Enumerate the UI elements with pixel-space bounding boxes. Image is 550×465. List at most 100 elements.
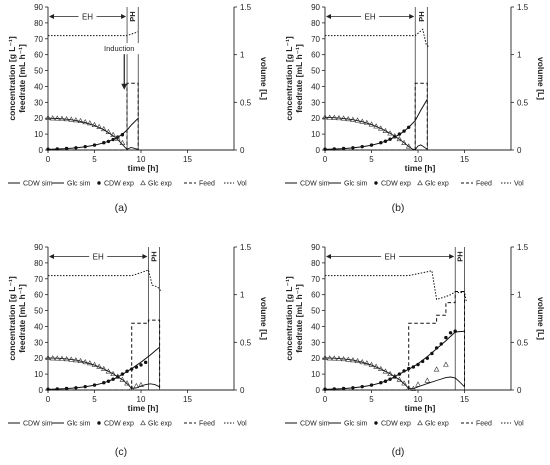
left-tick-label: 60 [311, 291, 320, 300]
legend-label: CDW exp [381, 421, 411, 428]
phase-label-ph: PH [128, 11, 137, 21]
x-tick-label: 5 [369, 395, 374, 404]
vol-line [325, 28, 430, 48]
cdw-exp-point [83, 384, 87, 389]
x-tick-label: 15 [460, 395, 469, 404]
glc-exp-point [49, 115, 56, 121]
phase-arrowhead-right [142, 254, 148, 260]
x-axis-label: time [h] [128, 163, 159, 173]
glc-exp-point [354, 117, 361, 123]
phase-arrowhead-right [409, 14, 415, 20]
legend-label: CDW sim [300, 421, 330, 428]
legend-label: Feed [476, 421, 492, 428]
feed-line [325, 291, 465, 391]
glc-exp-point [336, 355, 342, 361]
glc-exp-point [105, 128, 112, 134]
y-axis-label-left-2: feedrate [mL h⁻¹] [294, 44, 304, 113]
legend-swatch [417, 179, 423, 186]
left-tick-label: 0 [39, 146, 44, 155]
cdw-exp-point [434, 346, 439, 350]
phase-label-bg [89, 250, 108, 262]
glc-exp-point [59, 115, 65, 121]
phase-label-bg [78, 10, 97, 22]
x-tick-label: 0 [323, 395, 328, 404]
legend-swatch [97, 421, 101, 425]
legend-label: CDW exp [381, 181, 411, 188]
cdw-exp-point [92, 143, 97, 147]
legend-label: Feed [476, 181, 492, 188]
panel-label: (d) [392, 446, 405, 458]
left-tick-label: 20 [311, 354, 320, 363]
glc-exp-point [73, 357, 79, 363]
glc-exp-point [359, 359, 366, 365]
left-tick-label: 10 [34, 130, 43, 139]
cdw-exp-point [351, 146, 355, 150]
glc-exp-point [96, 363, 102, 369]
cdw-exp-point [111, 137, 115, 142]
right-tick-label: 1 [517, 291, 522, 300]
cdw-exp-point [407, 125, 411, 129]
phase-label-bg [361, 10, 380, 22]
cdw-exp-point [64, 386, 69, 391]
left-tick-label: 20 [34, 354, 43, 363]
phase-label-ph: PH [417, 11, 426, 21]
cdw-exp-point [397, 132, 402, 136]
legend-item: Feed [461, 181, 492, 188]
glc-exp-point [345, 356, 352, 362]
glc-exp-point [391, 132, 398, 139]
glc-exp-point [326, 355, 333, 361]
glc-exp-point [364, 360, 370, 366]
legend-item: Feed [461, 421, 492, 428]
x-axis-label: time [h] [405, 163, 436, 173]
left-tick-label: 10 [34, 370, 43, 379]
vol-line [48, 31, 139, 37]
cdw-exp-point [420, 359, 425, 364]
glc-exp-point [59, 355, 65, 361]
glc-exp-point [45, 114, 51, 121]
glc-exp-point [382, 127, 389, 134]
x-tick-label: 0 [46, 155, 51, 164]
glc-exp-point [322, 354, 328, 361]
glc-exp-point [396, 376, 403, 382]
legend-label: CDW sim [23, 421, 53, 428]
left-tick-label: 50 [34, 67, 43, 76]
left-tick-label: 30 [34, 338, 43, 347]
x-axis-label: time [h] [405, 403, 436, 413]
glc-exp-point [100, 126, 107, 132]
legend-label: Glc exp [425, 181, 449, 188]
glc-sim-line [324, 116, 428, 151]
legend-item: Feed [184, 181, 215, 188]
phase-arrowhead-left [49, 254, 54, 260]
phase-label-eh: EH [365, 13, 376, 22]
glc-exp-point [82, 119, 89, 125]
y-axis-label-left-1: concentration [g L⁻¹] [284, 36, 294, 120]
legend-swatch [374, 181, 378, 185]
legend-label: Feed [199, 421, 215, 428]
cdw-exp-point [369, 143, 374, 147]
x-tick-label: 15 [460, 155, 469, 164]
glc-exp-point [382, 368, 389, 374]
chart-panel-4: 0 10 20 30 40 50 60 70 80 90 0 0.5 1 1.5 0 5 10 15 time [h… [284, 243, 546, 458]
annotation-bg [98, 43, 143, 55]
x-tick-label: 10 [137, 155, 146, 164]
cdw-exp-point [102, 380, 106, 385]
legend-item: CDW sim [285, 181, 330, 188]
glc-sim-line [324, 357, 465, 390]
glc-exp-point [128, 385, 135, 391]
annotation-arrowhead [121, 83, 128, 90]
right-tick-label: 1.5 [240, 243, 252, 252]
left-tick-label: 50 [311, 307, 320, 316]
legend-swatch [374, 421, 378, 425]
glc-exp-point [387, 130, 393, 136]
left-tick-label: 70 [311, 275, 320, 284]
legend: CDW sim Glc sim CDW exp Glc exp Feed Vol [8, 419, 247, 428]
phase-arrowhead-left [326, 14, 331, 20]
glc-exp-point [54, 355, 61, 361]
x-tick-label: 0 [323, 155, 328, 164]
glc-exp-point [350, 116, 356, 122]
glc-exp-point [82, 359, 89, 365]
left-tick-label: 90 [34, 3, 43, 12]
legend-label: CDW exp [104, 181, 134, 188]
glc-exp-point [91, 121, 98, 127]
